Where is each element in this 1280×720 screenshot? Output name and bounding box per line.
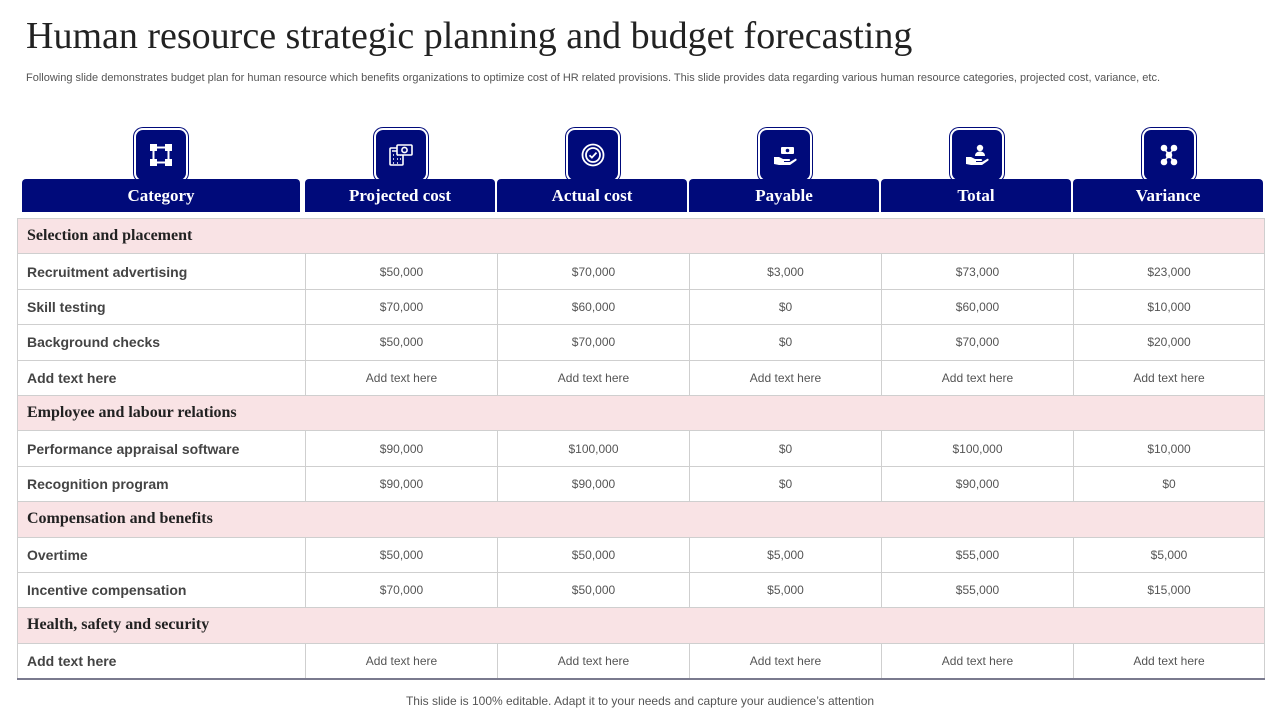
section-title: Health, safety and security <box>16 607 1266 644</box>
total-cell: $55,000 <box>881 536 1074 573</box>
section-row: Employee and labour relations <box>16 394 1266 432</box>
table-row: Incentive compensation $70,000 $50,000 $… <box>17 571 1266 609</box>
payable-cell: $5,000 <box>689 571 882 609</box>
actual-cost-cell: $100,000 <box>497 430 690 467</box>
total-cell: $90,000 <box>881 465 1074 503</box>
variance-cell: Add text here <box>1072 359 1266 396</box>
variance-cell: $23,000 <box>1072 253 1266 290</box>
section-title: Employee and labour relations <box>16 394 1266 432</box>
projected-cost-cell: $50,000 <box>305 253 498 290</box>
projected-cost-cell: Add text here <box>305 359 498 396</box>
variance-cell: $0 <box>1072 465 1266 503</box>
section-title: Compensation and benefits <box>16 501 1266 538</box>
payable-cell: Add text here <box>689 642 882 680</box>
actual-cost-cell: $70,000 <box>497 253 690 290</box>
actual-cost-cell: $60,000 <box>497 288 690 326</box>
row-category: Add text here <box>17 359 306 396</box>
total-cell: $73,000 <box>881 253 1074 290</box>
column-header-total: Total <box>881 179 1071 212</box>
total-cell: Add text here <box>881 642 1074 680</box>
total-cell: $70,000 <box>881 324 1074 361</box>
molecule-icon <box>1144 130 1194 180</box>
total-cell: $100,000 <box>881 430 1074 467</box>
actual-cost-cell: Add text here <box>497 642 690 680</box>
table-row: Recognition program $90,000 $90,000 $0 $… <box>17 465 1266 503</box>
section-title: Selection and placement <box>16 217 1266 255</box>
row-category: Overtime <box>17 536 306 573</box>
hand-person-icon <box>952 130 1002 180</box>
projected-cost-cell: $70,000 <box>305 571 498 609</box>
variance-cell: $15,000 <box>1072 571 1266 609</box>
variance-cell: $20,000 <box>1072 324 1266 361</box>
table-row: Recruitment advertising $50,000 $70,000 … <box>17 253 1266 290</box>
actual-cost-cell: $90,000 <box>497 465 690 503</box>
row-category: Performance appraisal software <box>17 430 306 467</box>
column-header-payable: Payable <box>689 179 879 212</box>
section-row: Compensation and benefits <box>16 501 1266 538</box>
section-row: Selection and placement <box>16 217 1266 255</box>
row-category: Background checks <box>17 324 306 361</box>
table-row: Overtime $50,000 $50,000 $5,000 $55,000 … <box>17 536 1266 573</box>
budget-table: Selection and placement Recruitment adve… <box>16 217 1266 680</box>
hand-payment-icon <box>760 130 810 180</box>
payable-cell: $0 <box>689 288 882 326</box>
table-row: Performance appraisal software $90,000 $… <box>17 430 1266 467</box>
payable-cell: $0 <box>689 324 882 361</box>
check-badge-icon <box>568 130 618 180</box>
calculator-money-icon <box>376 130 426 180</box>
projected-cost-cell: $70,000 <box>305 288 498 326</box>
column-header-actual-cost: Actual cost <box>497 179 687 212</box>
row-category: Recognition program <box>17 465 306 503</box>
section-row: Health, safety and security <box>16 607 1266 644</box>
payable-cell: $3,000 <box>689 253 882 290</box>
payable-cell: Add text here <box>689 359 882 396</box>
total-cell: $55,000 <box>881 571 1074 609</box>
total-cell: $60,000 <box>881 288 1074 326</box>
table-row: Skill testing $70,000 $60,000 $0 $60,000… <box>17 288 1266 326</box>
column-header-projected-cost: Projected cost <box>305 179 495 212</box>
row-category: Recruitment advertising <box>17 253 306 290</box>
variance-cell: Add text here <box>1072 642 1266 680</box>
page-subtitle: Following slide demonstrates budget plan… <box>26 72 1160 84</box>
column-header-variance: Variance <box>1073 179 1263 212</box>
page-title: Human resource strategic planning and bu… <box>26 15 913 57</box>
projected-cost-cell: $90,000 <box>305 430 498 467</box>
actual-cost-cell: $50,000 <box>497 571 690 609</box>
variance-cell: $10,000 <box>1072 288 1266 326</box>
table-row: Add text here Add text here Add text her… <box>17 359 1266 396</box>
payable-cell: $5,000 <box>689 536 882 573</box>
projected-cost-cell: $90,000 <box>305 465 498 503</box>
payable-cell: $0 <box>689 465 882 503</box>
row-category: Skill testing <box>17 288 306 326</box>
network-nodes-icon <box>136 130 186 180</box>
table-row: Background checks $50,000 $70,000 $0 $70… <box>17 324 1266 361</box>
projected-cost-cell: $50,000 <box>305 324 498 361</box>
row-category: Add text here <box>17 642 306 680</box>
footer-note: This slide is 100% editable. Adapt it to… <box>405 694 875 708</box>
payable-cell: $0 <box>689 430 882 467</box>
variance-cell: $5,000 <box>1072 536 1266 573</box>
actual-cost-cell: Add text here <box>497 359 690 396</box>
row-category: Incentive compensation <box>17 571 306 609</box>
table-row: Add text here Add text here Add text her… <box>17 642 1266 680</box>
actual-cost-cell: $70,000 <box>497 324 690 361</box>
variance-cell: $10,000 <box>1072 430 1266 467</box>
projected-cost-cell: $50,000 <box>305 536 498 573</box>
column-header-category: Category <box>22 179 300 212</box>
actual-cost-cell: $50,000 <box>497 536 690 573</box>
projected-cost-cell: Add text here <box>305 642 498 680</box>
total-cell: Add text here <box>881 359 1074 396</box>
